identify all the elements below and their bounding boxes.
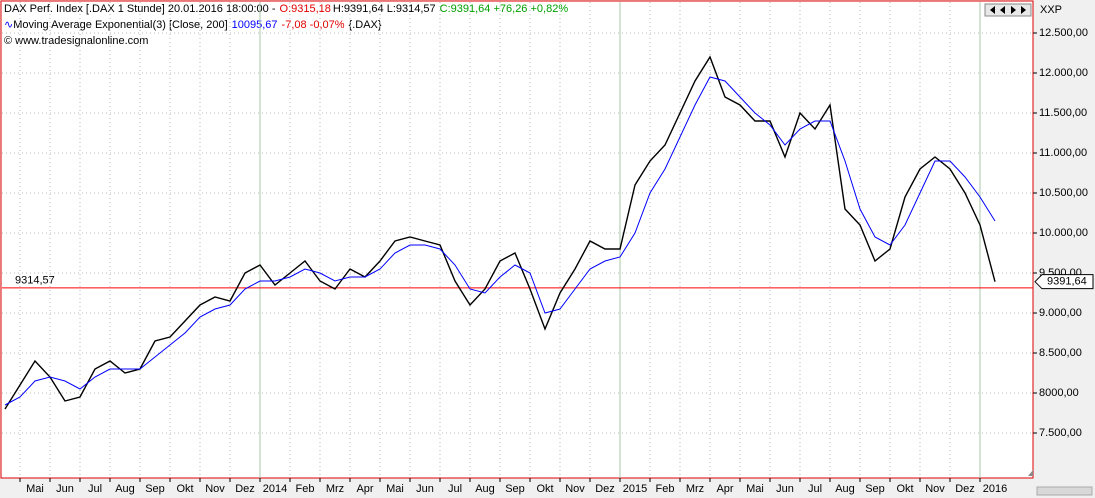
x-tick-label: Aug	[475, 483, 495, 495]
x-tick-label: Jun	[56, 483, 74, 495]
grid	[2, 2, 1033, 478]
y-tick-label: 11.000,00	[1039, 147, 1087, 159]
x-tick-label: 2016	[983, 483, 1007, 495]
x-tick-label: Sep	[145, 483, 165, 495]
x-tick-label: Sep	[505, 483, 525, 495]
open: O:9315,18	[280, 3, 331, 15]
last-price-box	[1034, 274, 1094, 290]
y-tick-label: 8.500,00	[1039, 347, 1082, 359]
last-price-label: 9391,64	[1047, 276, 1087, 288]
high-low: H:9391,64 L:9314,57	[333, 3, 436, 15]
x-tick-label: Okt	[176, 483, 193, 495]
reference-label: 9314,57	[15, 275, 55, 287]
x-tick-label: Nov	[925, 483, 945, 495]
x-tick-label: Jul	[448, 483, 462, 495]
resize-grip	[1028, 470, 1033, 476]
x-tick-label: Mrz	[686, 483, 704, 495]
ma-icon: ∿	[4, 19, 13, 31]
y-tick-label: 8000,00	[1039, 387, 1079, 399]
x-tick-label: Feb	[656, 483, 675, 495]
series-line	[4, 76, 996, 406]
ma-change: -7,08 -0,07%	[282, 19, 345, 31]
x-tick-label: Okt	[536, 483, 553, 495]
x-tick-label: Dez	[235, 483, 255, 495]
x-tick-label: Aug	[835, 483, 855, 495]
x-tick-label: Apr	[716, 483, 733, 495]
ma-last: 10095,67	[232, 19, 278, 31]
y-tick-label: 11.500,00	[1039, 107, 1087, 119]
series-line	[4, 55, 996, 410]
x-tick-label: Apr	[356, 483, 373, 495]
x-tick-label: 2014	[263, 483, 287, 495]
x-tick-label: Nov	[565, 483, 585, 495]
plot-area	[0, 0, 1034, 479]
x-tick-label: Mai	[386, 483, 404, 495]
title: DAX Perf. Index [.DAX 1 Stunde] 20.01.20…	[4, 3, 276, 15]
y-tick-label: 9.000,00	[1039, 307, 1082, 319]
copyright: © www.tradesignalonline.com	[4, 35, 148, 47]
x-tick-label: Mrz	[326, 483, 344, 495]
x-tick-label: Jun	[776, 483, 794, 495]
ma-symbol: {.DAX}	[349, 19, 382, 31]
x-tick-label: Feb	[296, 483, 315, 495]
scrollbar[interactable]	[1036, 486, 1093, 496]
y-tick-label: 10.000,00	[1039, 227, 1088, 239]
ma-line: ∿Moving Average Exponential(3) [Close, 2…	[4, 19, 382, 31]
x-tick-label: Dez	[595, 483, 615, 495]
x-tick-label: Sep	[865, 483, 885, 495]
axis-code: XXP	[1040, 4, 1062, 16]
x-tick-label: Dez	[955, 483, 975, 495]
legend-entry: Moving Average Exponential(3) [Close, 20…	[13, 19, 227, 31]
x-tick-label: Nov	[205, 483, 225, 495]
x-tick-label: Jun	[416, 483, 434, 495]
x-tick-label: Jul	[808, 483, 822, 495]
y-tick-label: 10.500,00	[1039, 187, 1088, 199]
x-tick-label: Mai	[26, 483, 44, 495]
scroll-box[interactable]	[984, 3, 1032, 17]
y-tick-label: 7.500,00	[1039, 427, 1082, 439]
close-change: C:9391,64 +76,26 +0,82%	[440, 3, 569, 15]
scroll-buttons[interactable]	[984, 3, 1032, 17]
x-tick-label: Jul	[88, 483, 102, 495]
header-line: DAX Perf. Index [.DAX 1 Stunde] 20.01.20…	[4, 3, 568, 15]
x-tick-label: Mai	[746, 483, 764, 495]
x-tick-label: 2015	[623, 483, 647, 495]
y-tick-label: 12.500,00	[1039, 27, 1088, 39]
y-tick-label: 12.000,00	[1039, 67, 1088, 79]
x-tick-label: Aug	[115, 483, 135, 495]
x-tick-label: Okt	[896, 483, 913, 495]
